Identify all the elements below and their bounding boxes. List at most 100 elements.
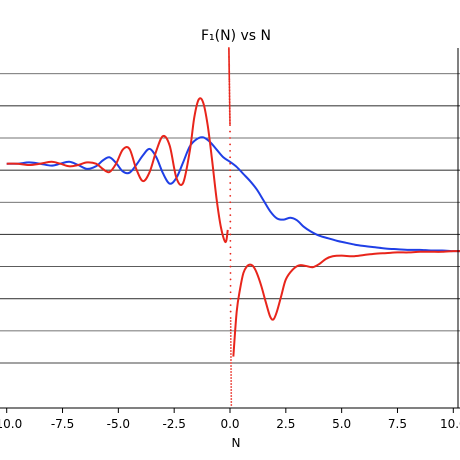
x-tick-label: 10.0 <box>440 417 460 431</box>
series-dot <box>229 329 232 331</box>
x-tick-label: -10.0 <box>0 417 22 431</box>
series-dot <box>229 259 232 262</box>
series-dot <box>229 320 232 322</box>
series-dot <box>229 284 232 287</box>
series-dot <box>230 350 232 352</box>
x-tick-label: 0.0 <box>220 417 239 431</box>
series-dot <box>228 89 231 92</box>
series-dot <box>229 341 232 343</box>
series-dot <box>229 118 231 121</box>
series-dot <box>230 392 233 394</box>
series-line-1 <box>6 97 229 244</box>
series-dot <box>229 252 232 255</box>
series-dot <box>228 115 231 118</box>
series-dot <box>230 377 233 379</box>
series-dot <box>228 95 231 98</box>
chart-title: F₁(N) vs N <box>201 28 271 44</box>
series-dot <box>228 86 231 89</box>
series-dot <box>228 98 231 101</box>
series-dot <box>229 326 232 328</box>
series-dot <box>230 398 233 400</box>
series-dot <box>228 104 231 107</box>
series-dot <box>230 386 233 388</box>
series-dot <box>229 246 232 249</box>
series-dot <box>230 395 233 397</box>
series-dot <box>229 207 232 210</box>
series-dot <box>228 94 231 97</box>
series-dot <box>230 389 233 391</box>
series-dot <box>230 359 232 361</box>
series-dot <box>228 107 231 110</box>
series-dot <box>230 380 233 382</box>
series-dot <box>228 116 231 119</box>
x-tick-label: -2.5 <box>162 417 185 431</box>
series-dot <box>229 278 232 281</box>
series-dot <box>229 143 231 146</box>
axis-layer: -10.0 -7.5 -5.0 -2.5 0.0 2.5 5.0 7.5 10.0 <box>0 48 460 431</box>
series-dot <box>229 137 231 139</box>
series-dot <box>228 79 231 82</box>
series-dot <box>228 85 231 88</box>
series-dot <box>229 130 231 133</box>
series-dot <box>229 291 232 294</box>
series-dot <box>229 323 232 325</box>
series-dot <box>229 297 232 300</box>
x-tick-label: -7.5 <box>51 417 74 431</box>
series-dot <box>229 347 232 349</box>
series-dot <box>228 101 231 104</box>
x-tick-label: 2.5 <box>276 417 295 431</box>
series-layer <box>6 47 460 406</box>
series-dot <box>229 233 232 236</box>
series-dot <box>229 121 231 124</box>
series-dot <box>229 332 232 334</box>
series-dot <box>228 110 231 113</box>
series-dot <box>230 353 232 355</box>
series-dot <box>228 112 231 115</box>
x-tick-label: 7.5 <box>388 417 407 431</box>
series-dot <box>229 119 231 122</box>
series-dot <box>229 310 232 313</box>
series-dot <box>229 182 232 184</box>
series-dot <box>229 265 232 268</box>
series-dot <box>229 227 232 229</box>
series-dot <box>229 338 232 340</box>
series-dot <box>229 272 232 274</box>
series-dot <box>229 335 232 337</box>
x-tick-label: -5.0 <box>107 417 130 431</box>
series-dot <box>229 169 232 172</box>
series-dot <box>230 374 232 376</box>
x-axis-label: N <box>232 436 241 450</box>
series-dot <box>228 113 231 116</box>
series-dot <box>229 220 232 223</box>
series-dot <box>229 175 232 178</box>
series-dot <box>228 88 231 91</box>
x-tick-label: 5.0 <box>332 417 351 431</box>
series-dot <box>230 401 233 403</box>
series-dot <box>230 383 233 385</box>
series-line-2 <box>232 250 460 357</box>
series-dot <box>230 356 232 358</box>
series-dot <box>229 194 232 197</box>
series-dot <box>229 124 231 127</box>
series-dot <box>230 362 232 364</box>
series-dot <box>228 80 231 83</box>
series-dot <box>229 201 232 204</box>
series-dot <box>229 149 231 152</box>
series-dot <box>228 91 231 94</box>
series-dot <box>230 365 232 367</box>
series-dot <box>228 109 231 112</box>
series-dot <box>229 188 232 191</box>
series-dot <box>229 304 232 307</box>
series-dot <box>229 122 231 125</box>
series-dot <box>228 82 231 85</box>
series-dot <box>229 214 232 217</box>
series-dot <box>228 83 231 86</box>
series-dot <box>228 97 231 100</box>
series-dot <box>229 239 232 242</box>
series-dot <box>228 106 231 109</box>
series-dot <box>229 344 232 346</box>
series-dot <box>228 100 231 103</box>
series-dot <box>230 404 233 406</box>
series-dot <box>229 156 232 159</box>
